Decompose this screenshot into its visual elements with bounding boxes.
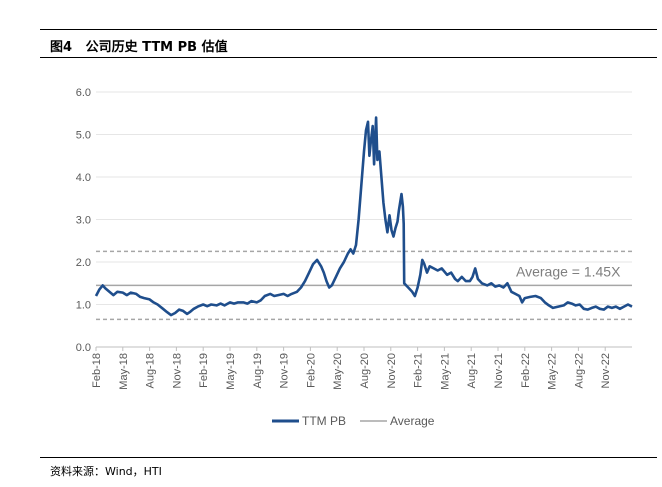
x-tick-label: Feb-18	[91, 353, 103, 388]
x-tick-label: May-19	[225, 353, 237, 390]
x-tick-label: Feb-20	[305, 353, 317, 388]
y-tick-label: 0.0	[76, 342, 91, 354]
y-tick-label: 4.0	[76, 172, 91, 184]
title-rule	[40, 57, 657, 58]
x-tick-label: May-18	[118, 353, 130, 390]
x-tick-label: Aug-18	[145, 353, 157, 388]
x-tick-label: May-22	[547, 353, 559, 390]
legend-label-1: Average	[390, 414, 435, 428]
series-ttm-pb-line	[94, 116, 633, 317]
y-tick-label: 1.0	[76, 300, 91, 312]
figure-title: 图4 公司历史 TTM PB 估值	[50, 40, 228, 55]
x-tick-label: Feb-19	[198, 353, 210, 388]
legend: TTM PB Average	[272, 414, 435, 428]
x-tick-label: Nov-21	[493, 353, 505, 388]
y-axis: 0.0 1.0 2.0 3.0 4.0 5.0 6.0	[76, 87, 91, 354]
x-tick-label: Aug-21	[466, 353, 478, 388]
source-note: 资料来源：Wind，HTI	[50, 465, 162, 478]
bottom-rule	[40, 457, 657, 458]
x-axis: Feb-18 May-18 Aug-18 Nov-18 Feb-19 May-19 Aug-…	[91, 346, 632, 390]
top-rule	[40, 29, 657, 30]
x-tick-label: Nov-19	[279, 353, 291, 388]
x-tick-label: Feb-22	[520, 353, 532, 388]
y-tick-label: 2.0	[76, 257, 91, 269]
x-tick-label: Nov-18	[171, 353, 183, 388]
reference-lines	[96, 250, 632, 321]
x-tick-label: Feb-21	[413, 353, 425, 388]
average-annotation: Average = 1.45X	[516, 263, 621, 279]
x-tick-label: Aug-19	[252, 353, 264, 388]
x-tick-label: Nov-20	[386, 353, 398, 388]
series-layer	[94, 116, 633, 317]
x-tick-label: Nov-22	[600, 353, 612, 388]
gridlines	[96, 91, 632, 348]
annotations: Average = 1.45X	[516, 263, 621, 279]
y-tick-label: 3.0	[76, 215, 91, 227]
y-tick-label: 6.0	[76, 87, 91, 99]
y-tick-label: 5.0	[76, 130, 91, 142]
x-tick-label: Aug-22	[573, 353, 585, 388]
x-tick-label: May-21	[439, 353, 451, 390]
x-tick-label: May-20	[332, 353, 344, 390]
legend-label-0: TTM PB	[302, 414, 346, 428]
x-tick-label: Aug-20	[359, 353, 371, 388]
